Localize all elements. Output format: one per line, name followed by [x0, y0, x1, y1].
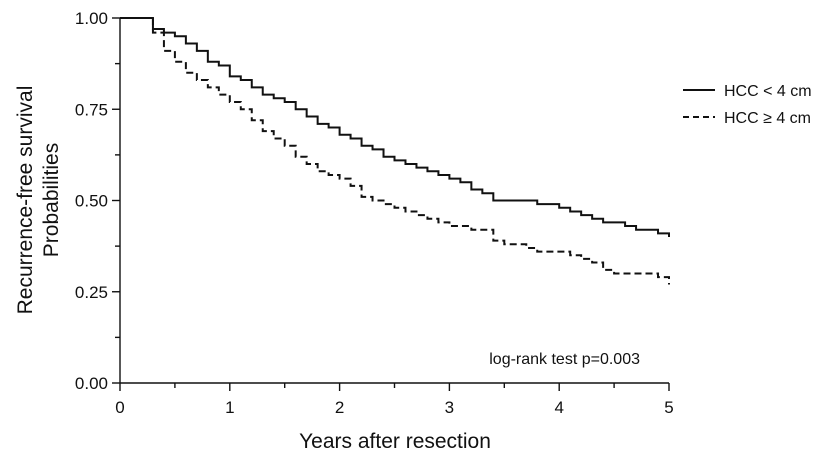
y-tick-label-4: 1.00 [75, 9, 108, 28]
x-tick-label-1: 1 [225, 398, 234, 417]
legend: HCC < 4 cm HCC ≥ 4 cm [683, 83, 812, 127]
y-tick-label-3: 0.75 [75, 100, 108, 119]
y-tick-label-2: 0.50 [75, 192, 108, 211]
axes [119, 18, 669, 384]
series-line-hcc-lt-4 [120, 17, 670, 237]
legend-label-hcc-lt-4: HCC < 4 cm [724, 83, 812, 100]
x-tick-label-0: 0 [115, 398, 124, 417]
x-tick-label-2: 2 [335, 398, 344, 417]
x-axis-title: Years after resection [299, 430, 491, 453]
x-tick-label-4: 4 [554, 398, 563, 417]
log-rank-annotation: log-rank test p=0.003 [489, 351, 640, 368]
y-tick-label-0: 0.00 [75, 374, 108, 393]
y-tick-label-1: 0.25 [75, 283, 108, 302]
y-axis-title-line-2: Probabilities [40, 143, 63, 257]
series-line-hcc-ge-4 [120, 17, 670, 285]
tick-marks [112, 17, 670, 391]
tick-labels: 0.00 0.25 0.50 0.75 1.00 0 1 2 3 4 5 [75, 9, 674, 417]
x-tick-label-3: 3 [445, 398, 454, 417]
x-tick-label-5: 5 [664, 398, 673, 417]
series-lines [120, 17, 670, 285]
legend-label-hcc-ge-4: HCC ≥ 4 cm [724, 110, 811, 127]
y-axis-title-line-1: Recurrence-free survival [14, 86, 37, 315]
y-axis-title: Recurrence-free survival Probabilities [14, 86, 63, 315]
